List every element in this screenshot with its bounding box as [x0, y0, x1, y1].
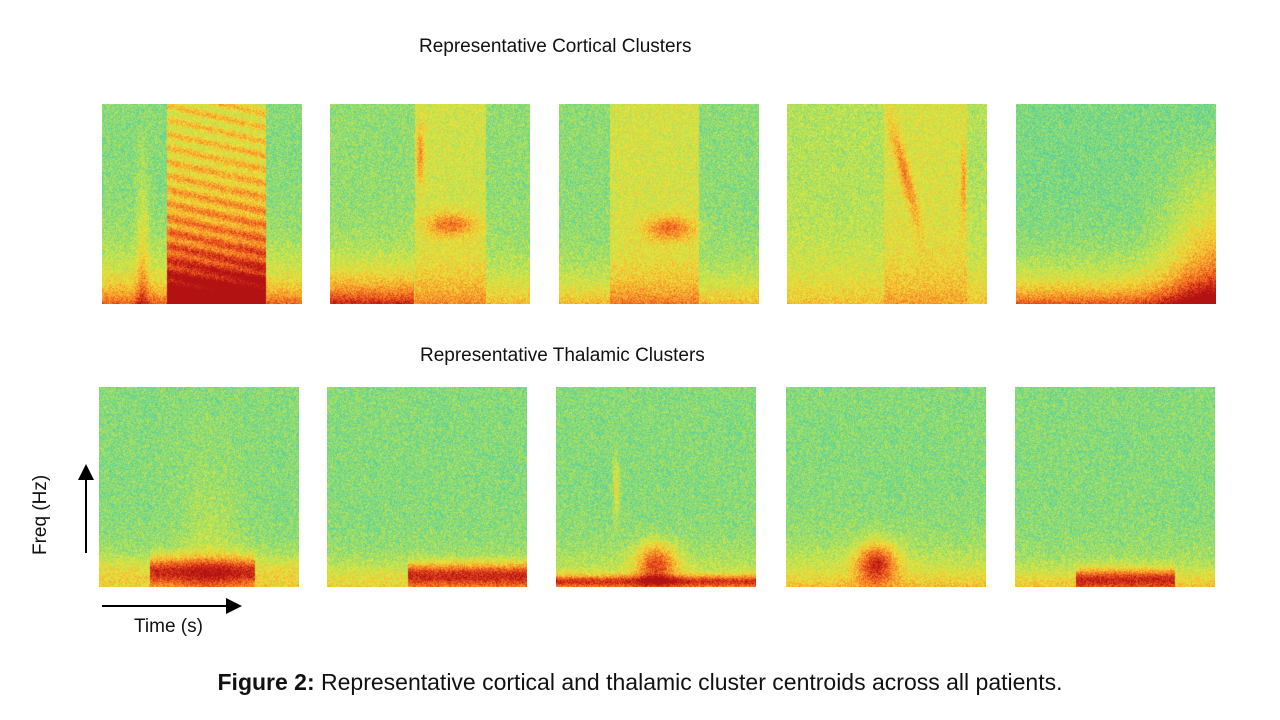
cortical-spectrogram-3 — [559, 104, 759, 304]
thalamic-spectrogram-4 — [786, 387, 986, 587]
cortical-spectrogram-5 — [1016, 104, 1216, 304]
thalamic-spectrogram-5 — [1015, 387, 1215, 587]
caption-label: Figure 2: — [217, 669, 315, 695]
freq-axis-label: Freq (Hz) — [30, 474, 51, 555]
cortical-spectrogram-1 — [102, 104, 302, 304]
cortical-spectrogram-4 — [787, 104, 987, 304]
thalamic-spectrogram-2 — [327, 387, 527, 587]
thalamic-spectrogram-3 — [556, 387, 756, 587]
time-axis-label: Time (s) — [134, 616, 203, 637]
cortical-spectrogram-2 — [330, 104, 530, 304]
cortical-row-title: Representative Cortical Clusters — [419, 36, 692, 57]
thalamic-spectrogram-1 — [99, 387, 299, 587]
thalamic-row-title: Representative Thalamic Clusters — [420, 345, 705, 366]
figure-caption: Figure 2: Representative cortical and th… — [0, 669, 1280, 696]
caption-text: Representative cortical and thalamic clu… — [314, 669, 1063, 695]
